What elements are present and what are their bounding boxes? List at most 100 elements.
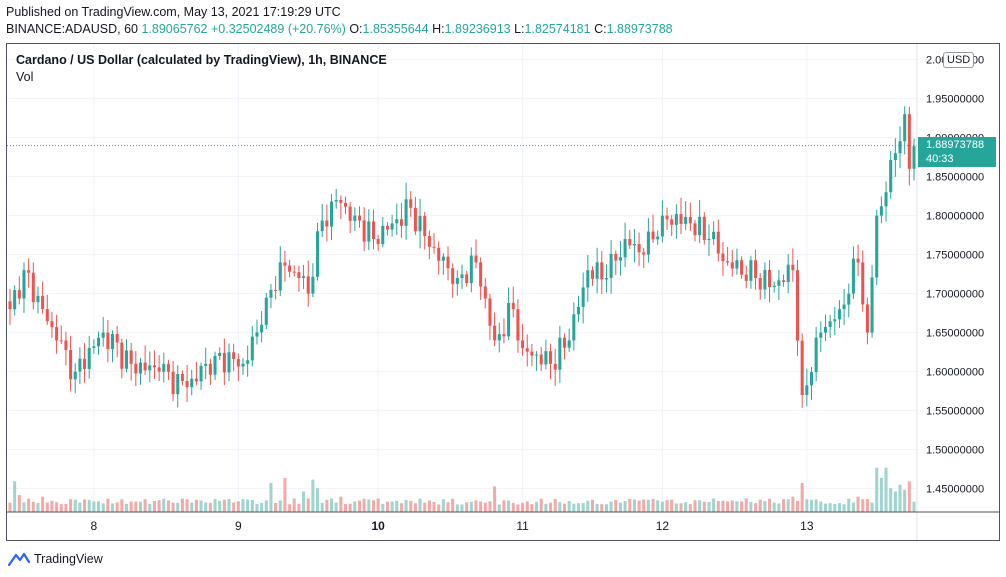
candle-body: [316, 231, 320, 277]
candle-body: [269, 289, 273, 298]
candle-body: [744, 274, 748, 281]
candle-body: [833, 319, 837, 322]
volume-bar: [623, 501, 627, 512]
candle-body: [418, 215, 422, 232]
candle-body: [758, 278, 762, 290]
candle-body: [87, 347, 91, 369]
volume-bar: [45, 502, 49, 512]
volume-bar: [483, 502, 487, 512]
volume-bar: [721, 500, 725, 512]
volume-bar: [851, 502, 855, 512]
candle-body: [171, 371, 175, 395]
candle-body: [138, 362, 142, 374]
volume-bar: [27, 498, 31, 512]
volume-bar: [777, 503, 781, 512]
candle-body: [50, 321, 54, 328]
candle-body: [69, 350, 73, 380]
candle-body: [572, 314, 576, 341]
volume-bar: [194, 499, 198, 512]
volume-bar: [55, 502, 59, 512]
candle-body: [828, 321, 832, 327]
volume-bar: [712, 498, 716, 512]
volume-bar: [674, 503, 678, 512]
volume-bar: [460, 504, 464, 512]
volume-bar: [903, 489, 907, 512]
candle-body: [185, 380, 189, 388]
volume-bar: [190, 502, 194, 512]
candle-body: [162, 364, 166, 372]
volume-bar: [837, 503, 841, 512]
volume-bar: [656, 500, 660, 512]
volume-bar: [819, 501, 823, 512]
candle-body: [772, 285, 776, 287]
volume-bar: [283, 477, 287, 512]
volume-bar: [563, 503, 567, 512]
volume-bar: [749, 501, 753, 512]
volume-bar: [269, 483, 273, 512]
volume-bar: [343, 504, 348, 512]
candle-body: [437, 247, 441, 261]
volume-bar: [740, 501, 744, 512]
candle-body: [903, 114, 907, 142]
tradingview-logo-icon: [8, 552, 30, 566]
volume-bar: [618, 502, 622, 512]
candle-body: [152, 365, 156, 368]
candle-body: [567, 340, 571, 348]
volume-bar: [222, 499, 226, 512]
price-tick-label: 1.80000000: [926, 211, 984, 223]
candle-body: [809, 372, 813, 386]
candle-body: [31, 272, 35, 303]
volume-bar: [898, 484, 902, 512]
candle-body: [618, 257, 622, 261]
volume-bar: [409, 500, 413, 512]
volume-bar: [385, 501, 389, 512]
volume-bar: [432, 501, 436, 512]
volume-bar: [702, 501, 706, 512]
volume-bar: [176, 502, 180, 512]
candle-body: [446, 256, 450, 269]
price-axis[interactable]: 2.000000001.950000001.900000001.85000000…: [926, 55, 984, 496]
candle-body: [399, 219, 403, 226]
volume-bar: [553, 498, 557, 512]
candle-body: [213, 356, 217, 375]
currency-button[interactable]: USD: [943, 52, 975, 68]
candle-body: [22, 270, 26, 299]
candle-body: [684, 216, 688, 224]
candle-body: [134, 363, 138, 374]
volume-bar: [772, 502, 776, 512]
time-tick-label: 11: [516, 519, 529, 533]
candle-body: [847, 293, 851, 305]
candle-body: [525, 348, 529, 352]
candle-body: [115, 333, 119, 343]
volume-bar: [642, 499, 646, 512]
volume-bar: [362, 498, 366, 512]
volume-bar: [763, 501, 767, 512]
volume-bar: [875, 467, 879, 512]
volume-bar: [791, 496, 795, 512]
volume-bar: [614, 499, 618, 512]
candle-body: [451, 268, 455, 284]
volume-bar: [404, 499, 408, 512]
candle-body: [768, 269, 772, 287]
volume-bar: [143, 499, 147, 512]
volume-bar: [823, 503, 827, 512]
volume-bar: [204, 502, 208, 512]
candle-body: [413, 207, 417, 232]
volume-bar: [250, 499, 254, 512]
volume-bar: [469, 501, 473, 512]
candle-body: [97, 337, 101, 347]
candle-body: [851, 258, 855, 294]
volume-bar: [134, 501, 138, 512]
time-axis[interactable]: 8 9 10 11 12 13: [91, 519, 814, 533]
volume-bar: [646, 499, 650, 512]
candle-body: [339, 200, 343, 203]
high-label: H:: [432, 22, 445, 36]
volume-bar: [567, 500, 571, 512]
candle-body: [190, 378, 194, 388]
candle-body: [549, 351, 553, 364]
candle-body: [465, 274, 469, 284]
tradingview-brand[interactable]: TradingView: [34, 552, 103, 566]
candle-body: [716, 231, 720, 254]
published-info: Published on TradingView.com, May 13, 20…: [6, 5, 341, 19]
